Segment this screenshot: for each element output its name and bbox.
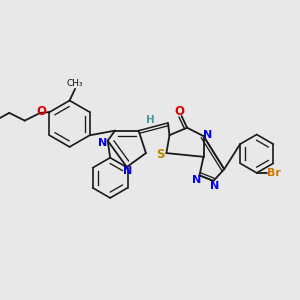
Text: N: N xyxy=(203,130,212,140)
Text: N: N xyxy=(192,175,202,185)
Text: O: O xyxy=(37,104,47,118)
Text: H: H xyxy=(146,115,154,125)
Text: N: N xyxy=(123,166,132,176)
Text: CH₃: CH₃ xyxy=(67,79,83,88)
Text: O: O xyxy=(175,105,185,118)
Text: N: N xyxy=(98,138,108,148)
Text: N: N xyxy=(210,182,219,191)
Text: Br: Br xyxy=(267,168,280,178)
Text: S: S xyxy=(157,148,165,161)
